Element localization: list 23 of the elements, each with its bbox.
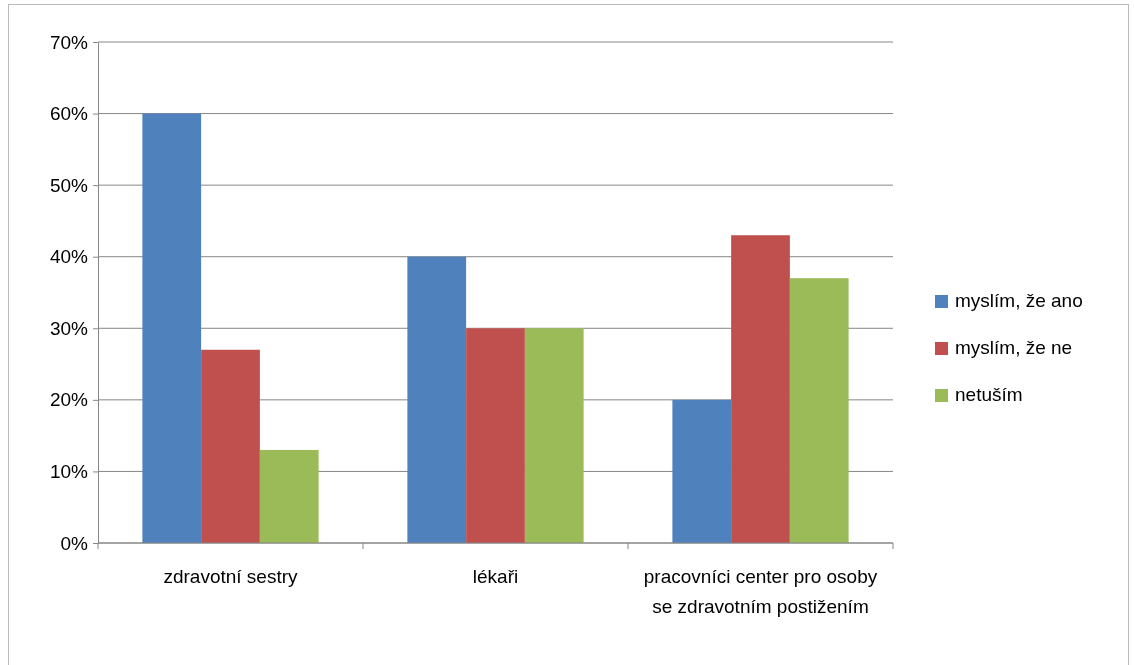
bar	[524, 328, 584, 543]
y-tick-label: 10%	[49, 461, 89, 483]
bar	[142, 113, 202, 543]
bar	[731, 235, 790, 543]
y-tick-label: 40%	[49, 246, 89, 268]
y-tick-label: 60%	[49, 103, 89, 125]
y-tick-label: 30%	[49, 317, 89, 339]
y-tick-label: 70%	[49, 31, 89, 53]
legend-label: netuším	[955, 384, 1023, 405]
x-tick-label: zdravotní sestry	[163, 566, 299, 587]
legend-label: myslím, že ano	[955, 290, 1083, 311]
y-tick-label: 50%	[49, 174, 89, 196]
bar	[789, 278, 849, 543]
legend-label: myslím, že ne	[955, 337, 1073, 358]
y-tick-label: 20%	[49, 389, 89, 411]
bar	[259, 449, 319, 543]
y-tick-label: 0%	[60, 532, 89, 554]
bar	[407, 256, 467, 543]
bar	[201, 349, 260, 543]
x-tick-label: lékaři	[472, 566, 519, 587]
x-tick-label: pracovníci center pro osoby se zdravotním postižením	[643, 566, 878, 617]
bar	[466, 328, 525, 543]
bar	[672, 399, 732, 543]
